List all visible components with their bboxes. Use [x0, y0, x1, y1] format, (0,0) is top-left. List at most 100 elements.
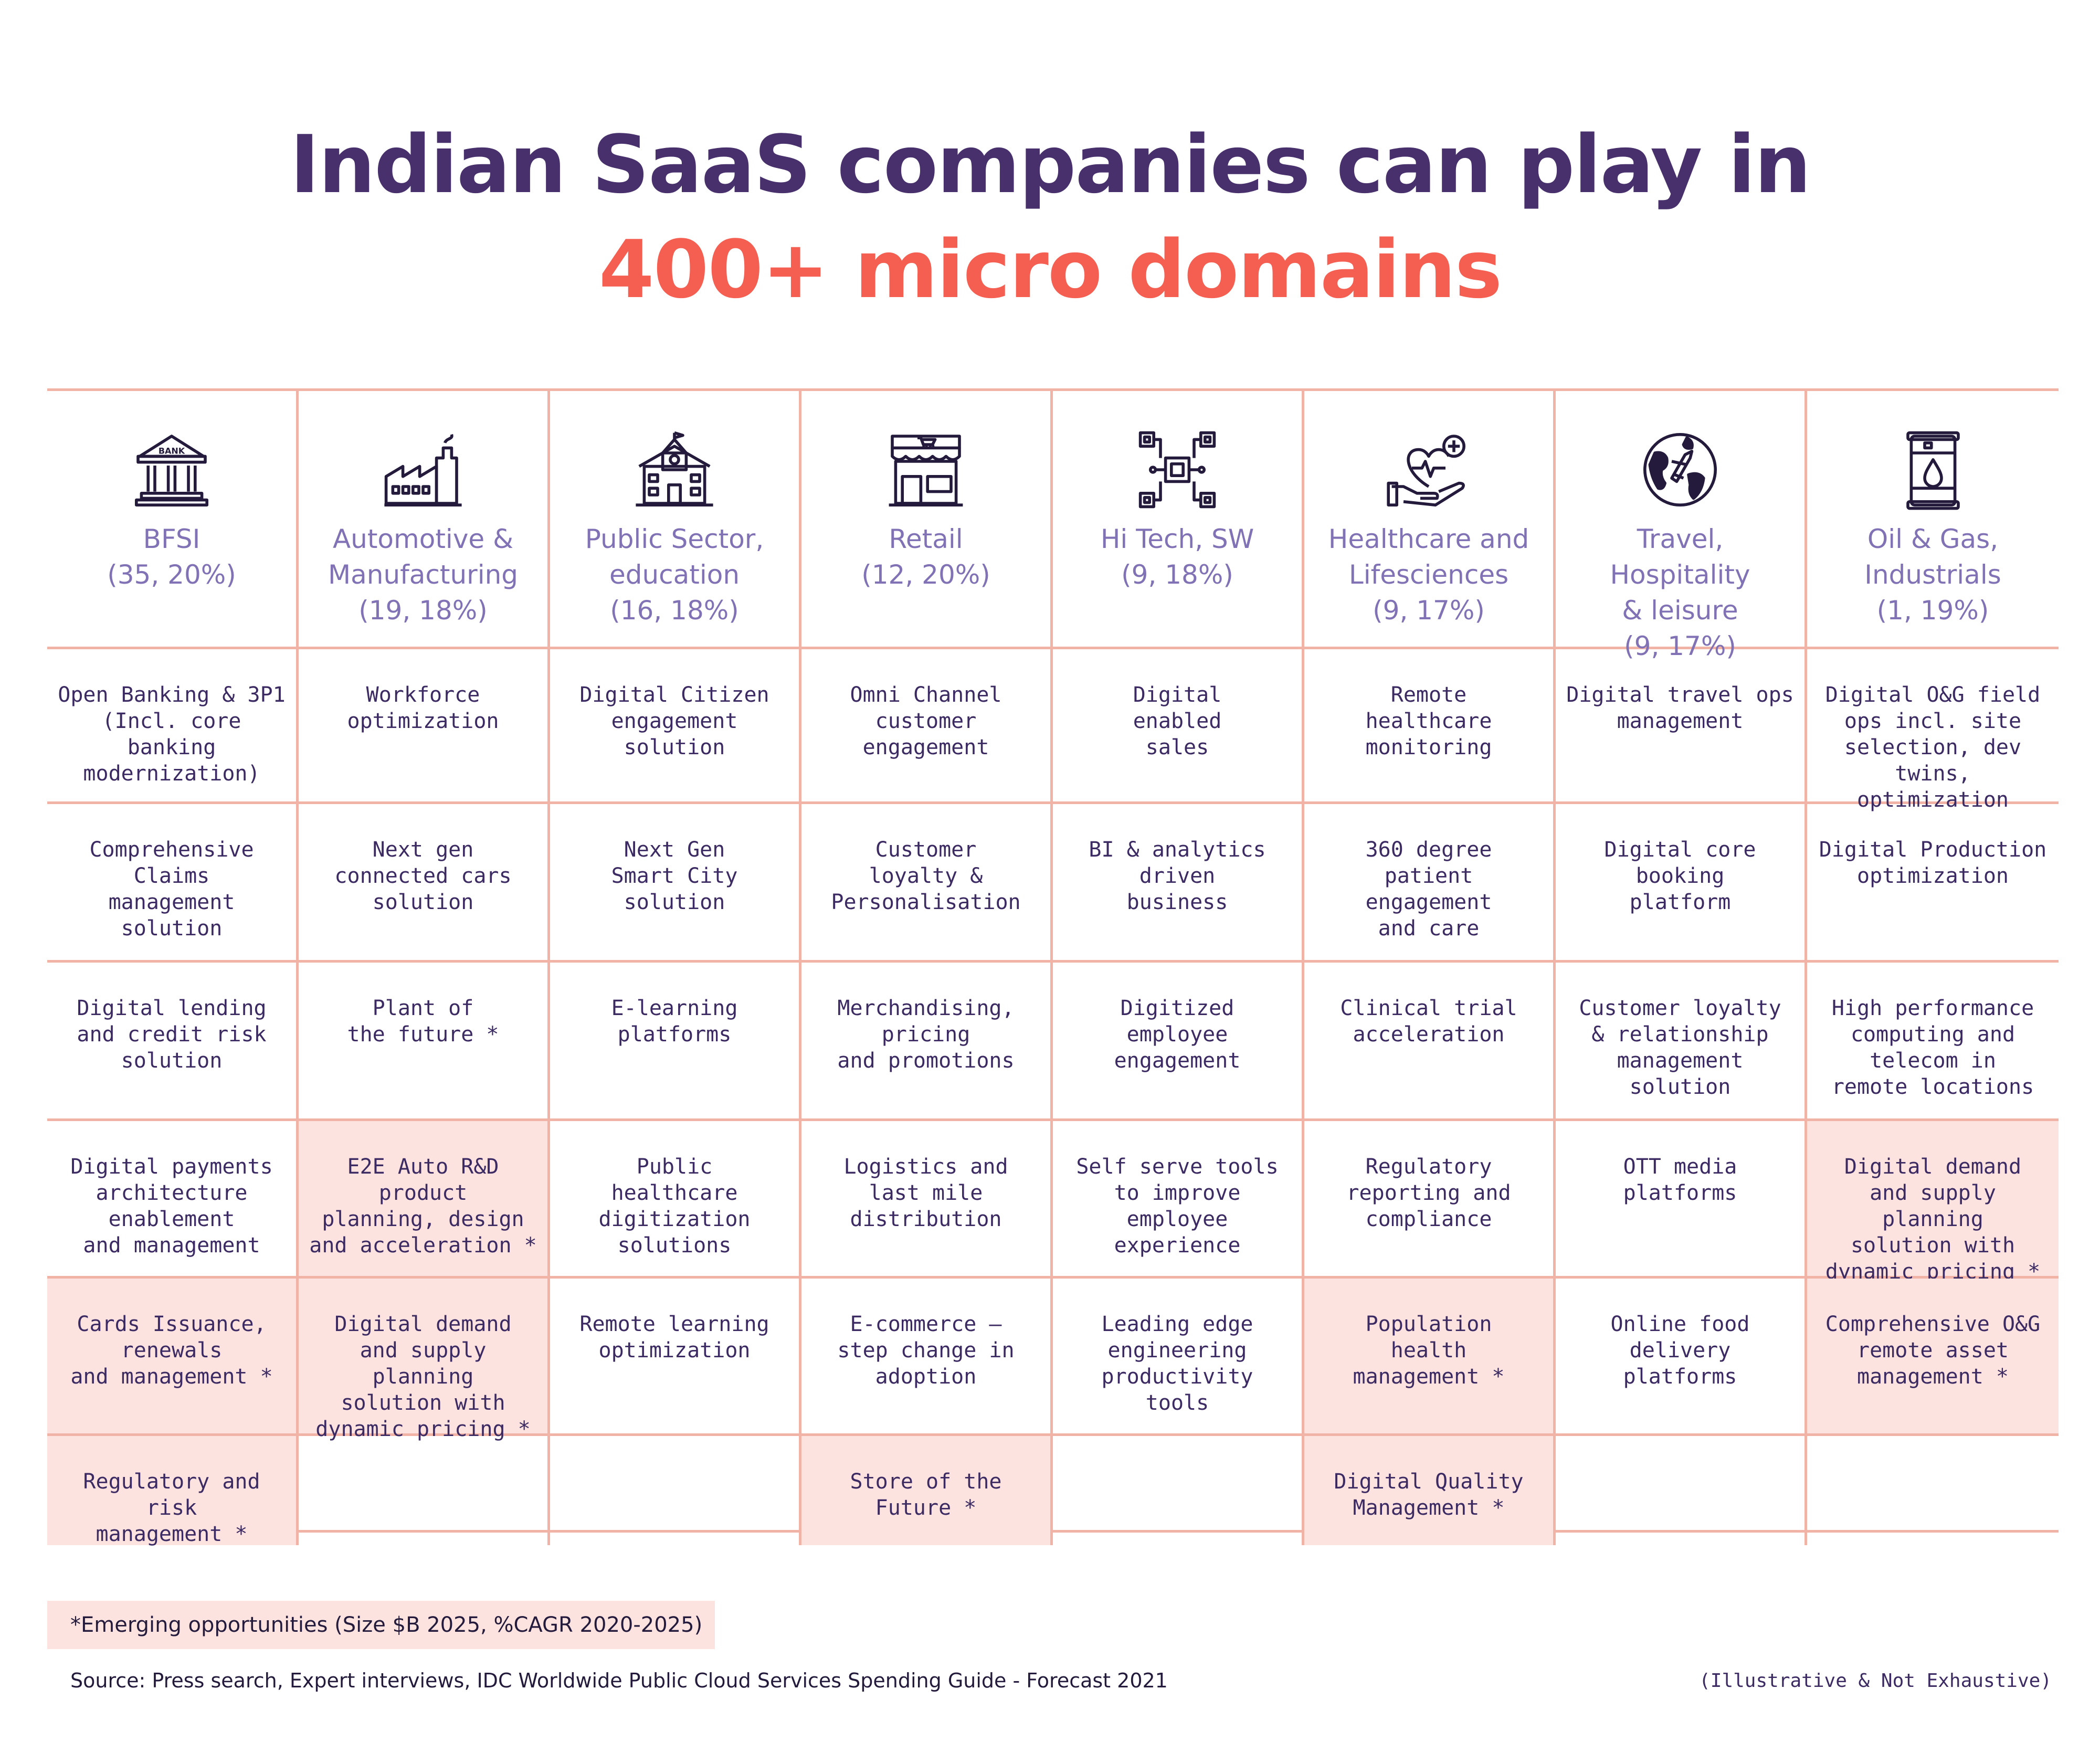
column-header-hi-tech-sw: Hi Tech, SW (9, 18%): [1053, 391, 1304, 649]
domain-text: OTT media platforms: [1623, 1155, 1737, 1205]
source-note: Source: Press search, Expert interviews,…: [70, 1669, 1168, 1692]
domain-cell: High performance computing and telecom i…: [1807, 963, 2059, 1121]
column-stats: (9, 17%): [1373, 595, 1485, 626]
domain-cell: Digital O&G field ops incl. site selecti…: [1807, 649, 2059, 812]
column-stats: (1, 19%): [1876, 595, 1989, 626]
domain-cell: Digital payments architecture enablement…: [47, 1121, 299, 1279]
globe-plane-icon: [1638, 428, 1722, 506]
domain-text: Digital travel ops management: [1566, 683, 1794, 733]
domain-text: Public healthcare digitization solutions: [598, 1155, 751, 1258]
domain-cell: Public healthcare digitization solutions: [550, 1121, 801, 1279]
emerging-domain-cell: E2E Auto R&D product planning, design an…: [299, 1121, 550, 1279]
domain-cell: OTT media platforms: [1556, 1121, 1807, 1279]
emerging-note: *Emerging opportunities (Size $B 2025, %…: [47, 1601, 715, 1649]
column-header-travel-hospitality-and-leisure: Travel, Hospitality & leisure (9, 17%): [1556, 391, 1807, 661]
bank-icon: BANK: [130, 428, 214, 506]
circuit-chip-icon: [1135, 428, 1219, 509]
domain-text: Regulatory reporting and compliance: [1346, 1155, 1511, 1231]
domain-cell: Next Gen Smart City solution: [550, 804, 801, 963]
column-stats: (12, 20%): [861, 559, 990, 590]
oil-barrel-icon: [1891, 428, 1975, 510]
domain-cell: Open Banking & 3P1 (Incl. core banking m…: [47, 649, 299, 804]
domain-cell: [1556, 1436, 1807, 1545]
domain-text: Comprehensive O&G remote asset managemen…: [1825, 1312, 2041, 1389]
domain-text: Digital core booking platform: [1604, 838, 1756, 914]
domain-cell: Digital lending and credit risk solution: [47, 963, 299, 1121]
domain-text: E2E Auto R&D product planning, design an…: [309, 1155, 537, 1258]
page-title-highlight: 400+ micro domains: [598, 223, 1502, 316]
domain-text: Store of the Future *: [850, 1470, 1002, 1520]
domain-text: Digital demand and supply planning solut…: [1825, 1155, 2041, 1284]
domain-text: Digital Quality Management *: [1334, 1470, 1524, 1520]
domain-cell: Online food delivery platforms: [1556, 1279, 1807, 1436]
column-header-retail: Retail (12, 20%): [801, 391, 1053, 649]
domain-cell: BI & analytics driven business: [1053, 804, 1304, 963]
column-header-healthcare-and-lifesciences: Healthcare and Lifesciences (9, 17%): [1304, 391, 1556, 649]
domain-grid: BANK BFSI (35, 20%) Automotive & Manufactur…: [47, 388, 2059, 1546]
column-header-public-sector-education: Public Sector, education (16, 18%): [550, 391, 801, 649]
domain-cell: E-learning platforms: [550, 963, 801, 1121]
column-label: Oil & Gas, Industrials: [1864, 524, 2001, 590]
healthcare-hand-heart-icon: [1387, 428, 1471, 506]
page-title: Indian SaaS companies can play in: [290, 118, 1811, 211]
domain-text: Plant of the future *: [347, 996, 499, 1047]
domain-cell: Plant of the future *: [299, 963, 550, 1121]
emerging-domain-cell: Digital demand and supply planning solut…: [1807, 1121, 2059, 1284]
column-header-bfsi: BANK BFSI (35, 20%): [47, 391, 299, 649]
domain-text: BI & analytics driven business: [1089, 838, 1266, 914]
domain-cell: [1053, 1436, 1304, 1545]
domain-text: Comprehensive Claims management solution: [89, 838, 254, 941]
domain-text: Digital lending and credit risk solution: [77, 996, 267, 1073]
column-stats: (19, 18%): [358, 595, 488, 626]
column-stats: (9, 17%): [1624, 631, 1736, 661]
domain-cell: Leading edge engineering productivity to…: [1053, 1279, 1304, 1436]
domain-text: Customer loyalty & relationship manageme…: [1579, 996, 1781, 1099]
column-stats: (35, 20%): [107, 559, 236, 590]
domain-text: Logistics and last mile distribution: [843, 1155, 1008, 1231]
domain-text: Omni Channel customer engagement: [850, 683, 1002, 759]
domain-text: Population health management *: [1353, 1312, 1505, 1389]
column-label: BFSI: [143, 524, 200, 554]
domain-text: Digital enabled sales: [1133, 683, 1222, 759]
domain-cell: Merchandising, pricing and promotions: [801, 963, 1053, 1121]
domain-cell: Digitized employee engagement: [1053, 963, 1304, 1121]
domain-cell: Digital enabled sales: [1053, 649, 1304, 804]
column-label: Travel, Hospitality & leisure: [1610, 524, 1750, 626]
domain-text: Digitized employee engagement: [1114, 996, 1241, 1073]
factory-icon: [381, 428, 465, 506]
domain-cell: Customer loyalty & relationship manageme…: [1556, 963, 1807, 1121]
column-stats: (9, 18%): [1121, 559, 1233, 590]
domain-table: BANK BFSI (35, 20%) Automotive & Manufactur…: [47, 388, 2059, 1546]
domain-text: Next gen connected cars solution: [334, 838, 512, 914]
domain-text: Remote healthcare monitoring: [1365, 683, 1492, 759]
emerging-domain-cell: Population health management *: [1304, 1279, 1556, 1436]
domain-text: Customer loyalty & Personalisation: [831, 838, 1021, 914]
domain-cell: [299, 1436, 550, 1545]
column-header-oil-and-gas-industrials: Oil & Gas, Industrials (1, 19%): [1807, 391, 2059, 649]
store-icon: [884, 428, 968, 506]
column-stats: (16, 18%): [610, 595, 739, 626]
column-label: Retail: [889, 524, 963, 554]
emerging-domain-cell: Cards Issuance, renewals and management …: [47, 1279, 299, 1436]
domain-text: Remote learning optimization: [579, 1312, 769, 1363]
emerging-domain-cell: Store of the Future *: [801, 1436, 1053, 1545]
domain-cell: Digital core booking platform: [1556, 804, 1807, 963]
column-label: Healthcare and Lifesciences: [1328, 524, 1529, 590]
domain-cell: Omni Channel customer engagement: [801, 649, 1053, 804]
domain-text: Next Gen Smart City solution: [611, 838, 738, 914]
domain-text: Regulatory and risk management *: [83, 1470, 260, 1546]
column-label: Automotive & Manufacturing: [328, 524, 519, 590]
domain-cell: Remote learning optimization: [550, 1279, 801, 1436]
domain-text: High performance computing and telecom i…: [1831, 996, 2034, 1099]
domain-text: Digital demand and supply planning solut…: [315, 1312, 531, 1441]
domain-cell: Customer loyalty & Personalisation: [801, 804, 1053, 963]
emerging-domain-cell: Digital Quality Management *: [1304, 1436, 1556, 1545]
domain-cell: Workforce optimization: [299, 649, 550, 804]
domain-text: Digital payments architecture enablement…: [70, 1155, 273, 1258]
emerging-domain-cell: Digital demand and supply planning solut…: [299, 1279, 550, 1441]
domain-text: Online food delivery platforms: [1610, 1312, 1750, 1389]
domain-cell: 360 degree patient engagement and care: [1304, 804, 1556, 963]
domain-text: Cards Issuance, renewals and management …: [70, 1312, 273, 1389]
column-label: Public Sector, education: [585, 524, 764, 590]
domain-text: Merchandising, pricing and promotions: [837, 996, 1015, 1073]
